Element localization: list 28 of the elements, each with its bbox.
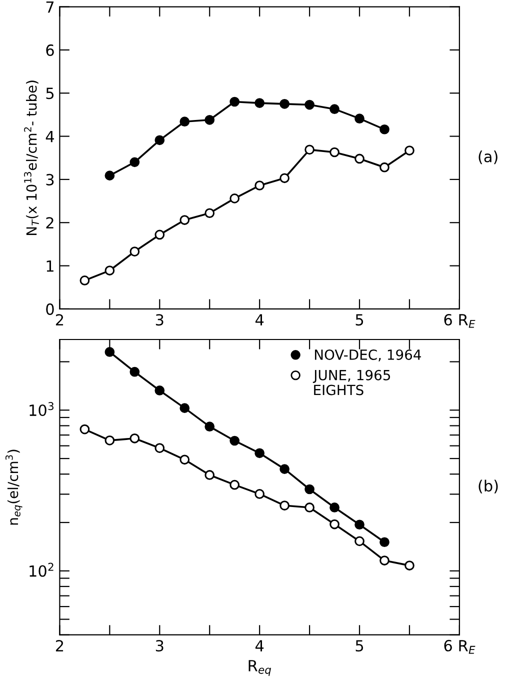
y-tick-label: 5 [46, 88, 54, 100]
x-tick-label: 6 R$_{E}$ [444, 314, 476, 328]
y-axis-title: n$_{eq}$(el/cm$^{3}$) [5, 450, 22, 525]
text: (b) [478, 480, 498, 494]
x-tick-label: 5 [356, 640, 364, 652]
x-tick-label: 2 [56, 314, 64, 326]
y-tick-label: 6 [46, 44, 54, 56]
y-tick-label: 1 [46, 260, 54, 272]
x-axis-title: R$_{eq}$ [248, 660, 272, 676]
y-tick-label: 7 [46, 1, 54, 13]
y-tick-label: 0 [46, 303, 54, 315]
y-tick-label: 2 [46, 217, 54, 228]
x-tick-label: 4 [255, 640, 264, 652]
y-axis-title: N$_{T}$(x 10$^{13}$el/cm$^{2}$- tube) [24, 80, 39, 235]
text: (a) [478, 150, 498, 164]
legend-label: NOV-DEC, 1964 [314, 349, 421, 362]
y-tick-label: 4 [46, 130, 54, 142]
y-tick-label: 3 [46, 174, 54, 186]
x-tick-label: 4 [255, 314, 264, 326]
legend-label: JUNE, 1965 [312, 370, 390, 383]
y-tick-label: 10$^{2}$ [30, 562, 54, 577]
x-tick-label: 3 [156, 314, 164, 326]
x-tick-label: 3 [156, 640, 164, 652]
y-tick-label: 10$^{3}$ [30, 402, 54, 416]
x-tick-label: 2 [56, 640, 64, 652]
x-tick-label: 6 R$_{E}$ [444, 640, 476, 654]
annotation: EIGHTS [314, 384, 364, 396]
x-tick-label: 5 [356, 314, 364, 326]
